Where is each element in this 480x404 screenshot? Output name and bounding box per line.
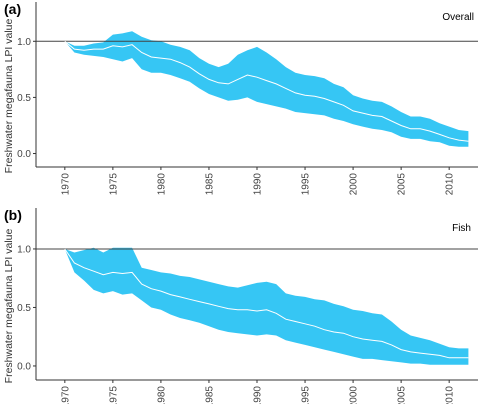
index-line-b <box>64 248 469 359</box>
x-tick-label-b-0: 1970 <box>60 386 71 404</box>
y-tick-label-a-2: 1.0 <box>17 37 31 48</box>
panel-fish: (b) Fish Freshwater megafauna LPI value … <box>3 207 478 404</box>
y-tick-label-b-2: 1.0 <box>17 244 31 255</box>
x-tick-label-a-6: 2000 <box>349 173 360 196</box>
y-axis-label-a: Freshwater megafauna LPI value <box>3 19 15 174</box>
y-tick-label-a-0: 0.0 <box>17 149 31 160</box>
y-tick-label-b-1: 0.5 <box>17 303 31 314</box>
x-tick-label-a-1: 1975 <box>108 173 119 196</box>
panel-letter-a: (a) <box>4 1 21 17</box>
confidence-band-a <box>64 31 469 147</box>
plot-area-b: 0.0 0.5 1.0 1970 1975 1980 1985 1990 1995 2000 200… <box>17 208 478 404</box>
x-tick-label-b-2: 1980 <box>156 386 167 404</box>
x-tick-label-a-2: 1980 <box>156 173 167 196</box>
panel-label-overall: Overall <box>442 12 474 23</box>
x-tick-label-b-3: 1985 <box>204 386 215 404</box>
x-tick-label-b-1: 1975 <box>108 386 119 404</box>
panel-label-fish: Fish <box>452 223 471 234</box>
x-tick-label-a-8: 2010 <box>445 173 456 196</box>
x-tick-label-a-3: 1985 <box>204 173 215 196</box>
x-tick-label-b-4: 1990 <box>253 386 264 404</box>
plot-area-a: 0.0 0.5 1.0 1970 1975 1980 1985 1990 1995 2000 200… <box>17 2 478 195</box>
y-axis-label-b: Freshwater megafauna LPI value <box>3 229 15 384</box>
panel-letter-b: (b) <box>4 207 22 223</box>
index-line-a <box>64 40 469 142</box>
x-tick-label-b-6: 2000 <box>349 386 360 404</box>
x-tick-label-b-7: 2005 <box>397 386 408 404</box>
x-tick-label-a-4: 1990 <box>253 173 264 196</box>
x-tick-label-a-0: 1970 <box>60 173 71 196</box>
x-tick-label-b-8: 2010 <box>445 386 456 404</box>
x-tick-label-a-5: 1995 <box>301 173 312 196</box>
y-tick-label-a-1: 0.5 <box>17 93 31 104</box>
x-tick-label-a-7: 2005 <box>397 173 408 196</box>
confidence-band-b <box>64 247 469 365</box>
panel-overall: (a) Overall Freshwater megafauna LPI val… <box>3 1 478 195</box>
x-tick-label-b-5: 1995 <box>301 386 312 404</box>
y-tick-label-b-0: 0.0 <box>17 361 31 372</box>
